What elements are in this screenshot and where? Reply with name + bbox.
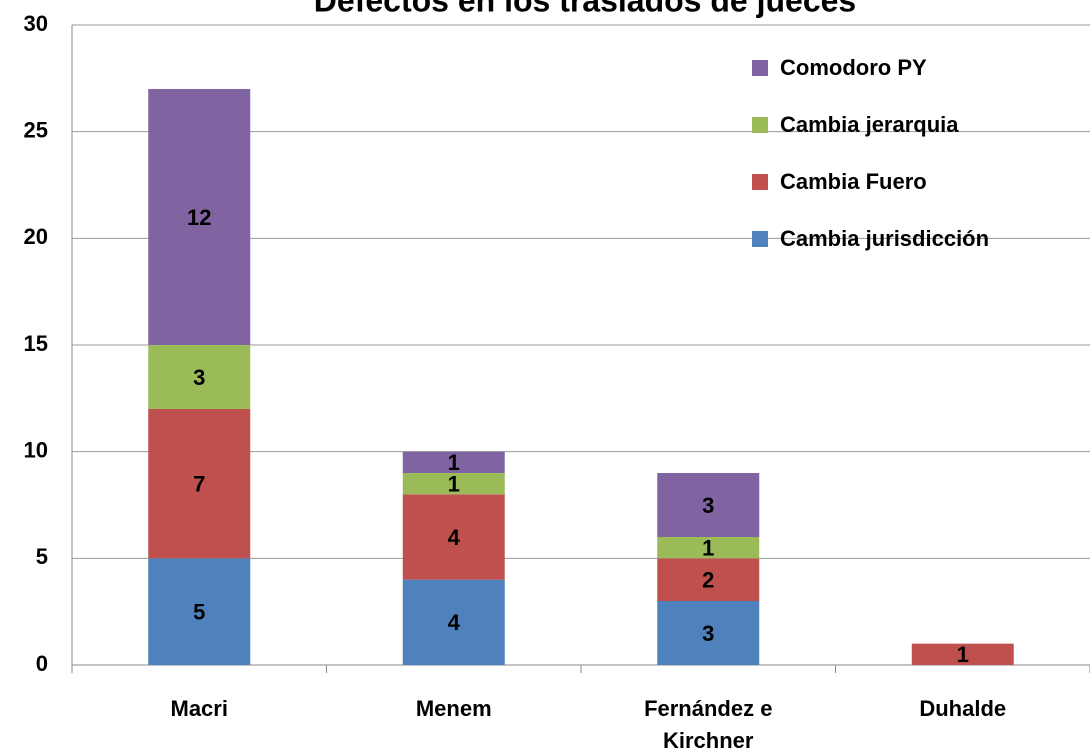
- x-tick-label: Menem: [415, 696, 492, 721]
- y-tick-label: 25: [24, 117, 48, 142]
- bar-segment: [148, 345, 251, 409]
- x-tick-label: Duhalde: [919, 696, 1007, 721]
- y-tick-label: 15: [24, 331, 48, 356]
- chart-title: Defectos en los traslados de jueces: [314, 0, 856, 18]
- y-tick-label: 0: [36, 651, 48, 676]
- legend-swatch: [752, 60, 768, 76]
- legend-swatch: [752, 231, 768, 247]
- bar-segment: [148, 89, 251, 345]
- data-label: 1: [448, 471, 460, 496]
- legend-label: Cambia jerarquia: [780, 112, 959, 137]
- bar-segment: [911, 643, 1014, 665]
- y-tick-label: 5: [36, 544, 48, 569]
- data-label: 3: [702, 493, 714, 518]
- data-label: 4: [448, 525, 461, 550]
- bar-segment: [657, 558, 760, 601]
- data-label: 1: [448, 450, 460, 475]
- y-tick-label: 20: [24, 224, 48, 249]
- data-label: 2: [702, 567, 714, 592]
- legend-swatch: [752, 174, 768, 190]
- bar-segment: [657, 473, 760, 537]
- bar-segment: [148, 409, 251, 559]
- bar-segment: [402, 451, 505, 473]
- bar-segment: [402, 473, 505, 495]
- legend-label: Cambia jurisdicción: [780, 226, 989, 251]
- legend-label: Cambia Fuero: [780, 169, 927, 194]
- bar-segment: [402, 494, 505, 580]
- data-label: 7: [193, 471, 205, 496]
- bar-segment: [148, 558, 251, 665]
- data-label: 3: [193, 365, 205, 390]
- bar-segment: [402, 579, 505, 665]
- data-label: 1: [702, 535, 714, 560]
- data-label: 4: [448, 610, 461, 635]
- x-tick-label: Macri: [170, 696, 228, 721]
- data-label: 1: [957, 642, 969, 667]
- x-tick-label: Fernández e Kirchner: [644, 696, 773, 753]
- bar-segment: [657, 537, 760, 559]
- data-label: 12: [187, 205, 211, 230]
- y-tick-label: 30: [24, 11, 48, 36]
- data-label: 5: [193, 599, 205, 624]
- data-label: 3: [702, 621, 714, 646]
- bar-segment: [657, 601, 760, 665]
- legend-label: Comodoro PY: [780, 55, 927, 80]
- legend-swatch: [752, 117, 768, 133]
- y-tick-label: 10: [24, 437, 48, 462]
